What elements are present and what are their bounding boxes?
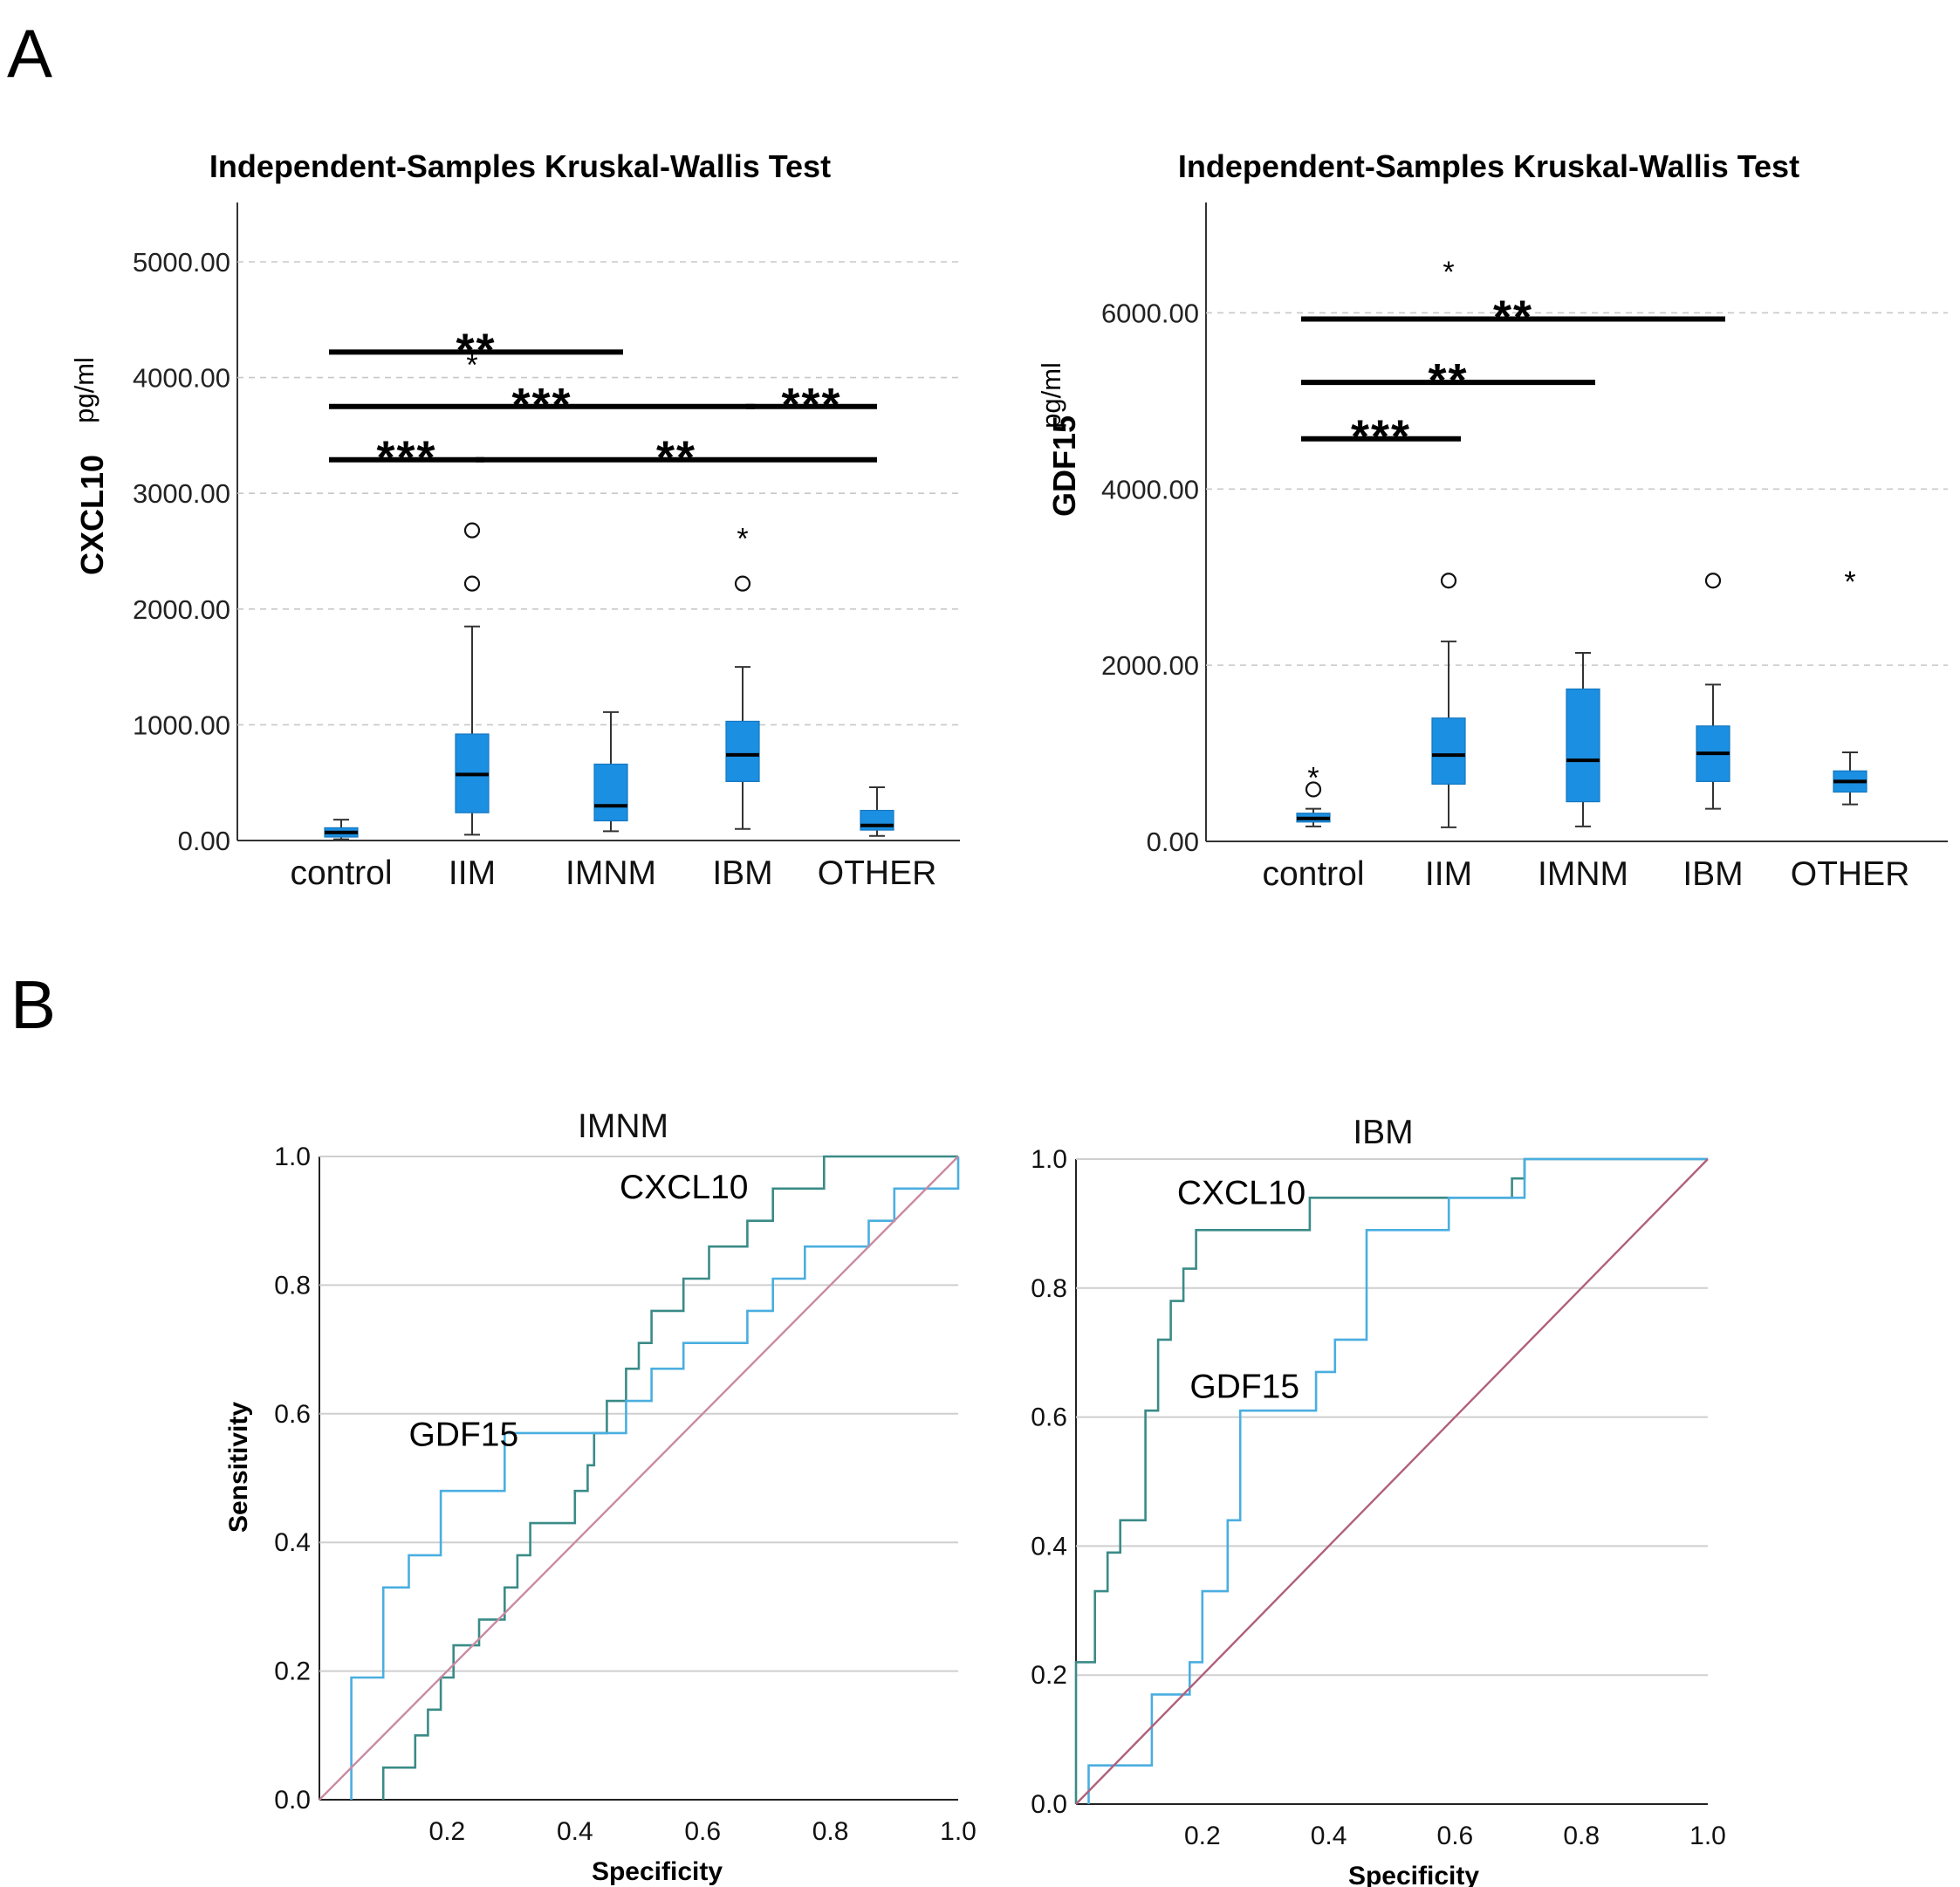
cxcl10-curve-label: CXCL10 [620, 1169, 748, 1206]
gdf15-curve-label: GDF15 [1189, 1368, 1299, 1405]
y-tick-label: 5000.00 [133, 247, 230, 278]
category-label: OTHER [1791, 855, 1910, 893]
category-label: OTHER [818, 854, 937, 892]
y-tick-label: 1000.00 [133, 710, 230, 740]
category-label: IBM [1682, 855, 1743, 893]
chart-title: IMNM [578, 1108, 668, 1145]
ibm-roc-chart: IBM 0.0 0.2 0.2 0.4 0.4 0.6 0.6 0.8 0.8 1.0 1.0 Spec… [1031, 1114, 1726, 1887]
category-label: IIM [1425, 855, 1472, 893]
y-axis-label: CXCL10 [74, 455, 110, 575]
panel-label-a: A [7, 15, 52, 92]
x-tick-label: 1.0 [940, 1817, 977, 1846]
cxcl10-boxplot: Independent-Samples Kruskal-Wallis Test 0… [69, 148, 960, 892]
chart-title: IBM [1353, 1114, 1413, 1151]
y-tick-label: 0.4 [274, 1528, 311, 1557]
y-axis-label: GDF15 [1046, 415, 1082, 517]
y-tick-label: 4000.00 [1101, 474, 1199, 504]
reference-curve [319, 1156, 959, 1801]
category-label: IBM [712, 854, 772, 892]
category-label: control [290, 854, 392, 892]
panel-label-b: B [10, 966, 56, 1043]
box-body [1566, 688, 1600, 803]
significance-label: ** [1493, 291, 1533, 343]
category-label: IMNM [565, 854, 656, 892]
x-tick-label: 0.4 [557, 1817, 593, 1846]
gdf15-boxplot: Independent-Samples Kruskal-Wallis Test 0… [1036, 148, 1948, 893]
significance-label: *** [1351, 411, 1411, 463]
x-axis-label: Specificity [1348, 1862, 1479, 1887]
x-tick-label: 1.0 [1689, 1822, 1726, 1850]
chart-title: Independent-Samples Kruskal-Wallis Test [209, 148, 831, 184]
y-axis-unit: pg/ml [1036, 362, 1066, 429]
x-tick-label: 0.6 [1437, 1822, 1474, 1850]
y-axis-unit: pg/ml [69, 357, 99, 423]
y-tick-label: 0.2 [274, 1657, 311, 1686]
y-tick-label: 0.00 [178, 826, 230, 856]
y-tick-label: 3000.00 [133, 478, 230, 509]
reference-curve [1075, 1158, 1709, 1805]
box-body [725, 720, 760, 782]
y-tick-label: 0.6 [1031, 1403, 1067, 1432]
y-tick-label: 1.0 [274, 1142, 311, 1171]
outlier-marker [1440, 573, 1457, 589]
box-body [593, 763, 628, 822]
y-tick-label: 0.2 [1031, 1661, 1067, 1690]
extreme-marker: * [466, 349, 477, 382]
x-tick-label: 0.6 [684, 1817, 721, 1846]
significance-label: ** [456, 324, 496, 376]
y-tick-label: 0.8 [1031, 1274, 1067, 1303]
y-tick-label: 0.8 [274, 1271, 311, 1300]
y-tick-label: 2000.00 [133, 594, 230, 625]
outlier-marker [1704, 573, 1722, 589]
y-tick-label: 6000.00 [1101, 298, 1199, 328]
x-tick-label: 0.2 [429, 1817, 466, 1846]
y-tick-label: 0.4 [1031, 1532, 1067, 1561]
significance-label: ** [1428, 354, 1468, 407]
outlier-marker [463, 522, 481, 539]
significance-label: *** [376, 432, 436, 484]
y-tick-label: 0.00 [1147, 827, 1199, 857]
outlier-marker [1305, 781, 1322, 798]
chart-title: Independent-Samples Kruskal-Wallis Test [1178, 148, 1799, 184]
cxcl10-curve [381, 1155, 958, 1800]
extreme-marker: * [1443, 256, 1454, 289]
gdf15-curve-label: GDF15 [408, 1417, 518, 1454]
gdf15-curve [350, 1156, 960, 1800]
category-label: control [1262, 855, 1364, 893]
y-tick-label: 1.0 [1031, 1145, 1067, 1174]
y-tick-label: 2000.00 [1101, 650, 1199, 681]
outlier-marker [734, 575, 751, 592]
category-label: IIM [449, 854, 496, 892]
category-label: IMNM [1538, 855, 1628, 893]
y-tick-label: 0.0 [1031, 1790, 1067, 1819]
imnm-roc-chart: IMNM 0.0 0.2 0.2 0.4 0.4 0.6 0.6 0.8 0.8 1.0 1.0 Spe… [224, 1108, 977, 1886]
y-tick-label: 0.6 [274, 1400, 311, 1429]
x-tick-label: 0.2 [1184, 1822, 1221, 1850]
x-tick-label: 0.4 [1311, 1822, 1347, 1850]
extreme-marker: * [1844, 566, 1855, 599]
outlier-marker [463, 575, 481, 592]
significance-label: *** [781, 379, 841, 431]
y-axis-label: Sensitivity [224, 1402, 253, 1533]
gdf15-curve [1087, 1157, 1708, 1804]
box-body [1431, 717, 1466, 785]
significance-label: ** [656, 432, 696, 484]
cxcl10-curve-label: CXCL10 [1177, 1175, 1306, 1212]
y-tick-label: 4000.00 [133, 363, 230, 394]
x-tick-label: 0.8 [1563, 1822, 1600, 1850]
significance-label: *** [511, 379, 572, 431]
x-tick-label: 0.8 [812, 1817, 849, 1846]
extreme-marker: * [737, 523, 748, 556]
x-axis-label: Specificity [592, 1857, 723, 1886]
y-tick-label: 0.0 [274, 1786, 311, 1815]
extreme-marker: * [1307, 761, 1319, 794]
